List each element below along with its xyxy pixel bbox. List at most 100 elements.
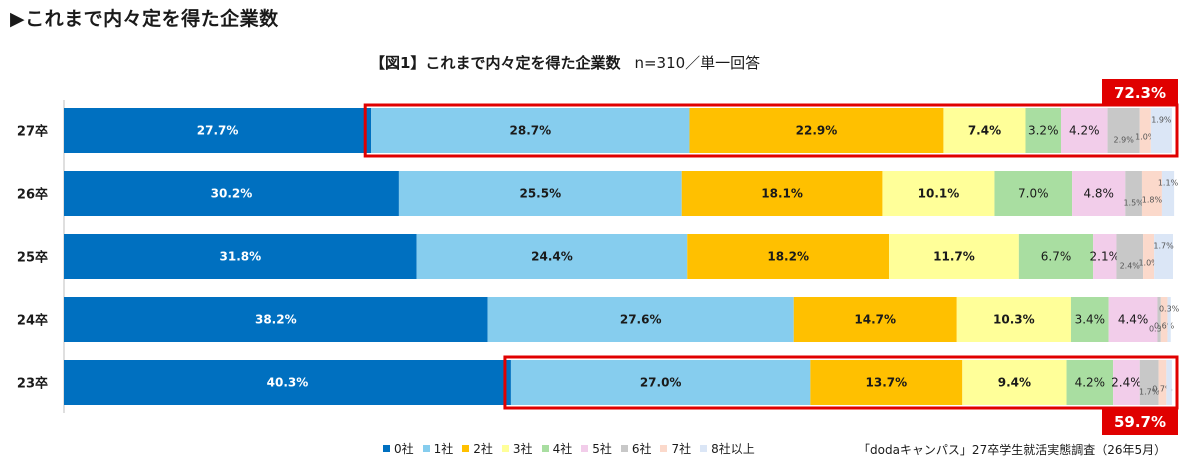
bar-segment xyxy=(1158,360,1167,405)
data-label: 2.4% xyxy=(1120,261,1141,270)
data-label: 1.7% xyxy=(1139,387,1160,396)
legend-label: 6社 xyxy=(631,442,652,456)
bar-segment xyxy=(1070,297,1109,342)
data-label: 1.1% xyxy=(1158,178,1179,187)
bar-segment xyxy=(1093,234,1117,279)
bar-segment xyxy=(1025,108,1061,153)
data-label: 7.0% xyxy=(1018,187,1049,201)
legend-item: 8社以上 xyxy=(700,440,755,457)
legend-item: 0社 xyxy=(383,440,414,457)
highlight-box xyxy=(363,103,1179,158)
bar-segment xyxy=(1125,171,1142,216)
bar-segment xyxy=(1072,171,1126,216)
data-label: 4.2% xyxy=(1075,376,1106,390)
data-label: 30.2% xyxy=(211,187,253,201)
highlight-tag xyxy=(1102,79,1178,106)
bar-segment xyxy=(956,297,1071,342)
legend-item: 1社 xyxy=(422,440,454,457)
data-label: 18.2% xyxy=(767,250,809,264)
bar-segment xyxy=(1060,108,1108,153)
chart-subtitle: n=310／単一回答 xyxy=(634,54,761,72)
legend-swatch xyxy=(501,445,509,452)
data-label: 27.0% xyxy=(640,376,682,390)
bar-segment xyxy=(687,234,890,279)
bar-segment xyxy=(1157,297,1161,342)
highlight-tag xyxy=(1102,408,1178,435)
data-label: 0.3% xyxy=(1149,324,1170,333)
bar-segment xyxy=(793,297,957,342)
legend-item: 4社 xyxy=(541,440,572,457)
bar-segment xyxy=(1161,171,1175,216)
bar-segment xyxy=(810,360,963,405)
data-label: 18.1% xyxy=(761,187,803,201)
category-label: 27卒 xyxy=(17,124,48,140)
bar-segment xyxy=(1167,297,1171,342)
data-label: 2.4% xyxy=(1111,376,1142,390)
bar-segment xyxy=(1166,360,1172,405)
bar-segment xyxy=(1154,234,1173,279)
data-label: 0.7% xyxy=(1152,384,1173,393)
data-label: 3.2% xyxy=(1028,124,1059,138)
data-label: 25.5% xyxy=(519,187,561,201)
bar-segment xyxy=(64,108,372,153)
legend-label: 8社以上 xyxy=(711,442,755,456)
bar-segment xyxy=(943,108,1026,153)
data-label: 0.3% xyxy=(1159,304,1180,313)
data-label: 9.4% xyxy=(998,376,1031,390)
data-label: 0.6% xyxy=(1154,321,1175,330)
bar-segment xyxy=(994,171,1073,216)
data-label: 1.5% xyxy=(1123,198,1144,207)
bar-segment xyxy=(962,360,1067,405)
bar-segment xyxy=(371,108,690,153)
legend-label: 1社 xyxy=(433,442,454,456)
category-label: 23卒 xyxy=(17,376,48,392)
bar-segment xyxy=(1139,108,1151,153)
legend-item: 6社 xyxy=(620,440,652,457)
data-label: 13.7% xyxy=(866,376,908,390)
legend-label: 2社 xyxy=(473,442,493,456)
highlight-total-label: 59.7% xyxy=(1114,413,1166,431)
data-label: 27.7% xyxy=(197,124,239,138)
legend-item: 5社 xyxy=(581,440,612,457)
data-label: 28.7% xyxy=(510,124,552,138)
data-label: 10.3% xyxy=(993,313,1035,327)
data-label: 4.4% xyxy=(1118,313,1149,327)
bar-segment xyxy=(1018,234,1094,279)
legend-label: 0社 xyxy=(394,442,414,456)
legend-label: 5社 xyxy=(592,442,612,456)
bar-segment xyxy=(1143,234,1155,279)
legend-swatch xyxy=(541,445,549,452)
bar-segment xyxy=(1066,360,1114,405)
chart-legend: 0社 1社 2社 3社 4社 5社 6社 7社 8社以上 xyxy=(383,440,764,457)
data-label: 4.8% xyxy=(1083,187,1114,201)
data-label: 11.7% xyxy=(933,250,975,264)
bar-segment xyxy=(398,171,682,216)
legend-swatch xyxy=(383,445,390,452)
category-label: 24卒 xyxy=(17,313,48,329)
category-label: 26卒 xyxy=(17,187,48,203)
legend-swatch xyxy=(620,445,628,452)
bar-segment xyxy=(1150,108,1172,153)
data-label: 1.0% xyxy=(1135,132,1156,141)
bar-segment xyxy=(1113,360,1140,405)
data-label: 3.4% xyxy=(1075,313,1106,327)
legend-item: 2社 xyxy=(462,440,493,457)
bar-segment xyxy=(689,108,944,153)
bar-segment xyxy=(510,360,811,405)
chart-title-block: 【図1】これまで内々定を得た企業数 n=310／単一回答 xyxy=(370,52,760,73)
legend-item: 3社 xyxy=(501,440,533,457)
data-label: 2.1% xyxy=(1090,250,1121,264)
data-label: 10.1% xyxy=(918,187,960,201)
bar-segment xyxy=(1116,234,1144,279)
bar-segment xyxy=(416,234,688,279)
bar-segment xyxy=(1141,171,1162,216)
data-label: 1.8% xyxy=(1142,195,1163,204)
data-label: 6.7% xyxy=(1041,250,1072,264)
highlight-total-label: 72.3% xyxy=(1114,84,1166,102)
bar-segment xyxy=(64,171,399,216)
legend-swatch xyxy=(700,445,708,452)
data-label: 1.7% xyxy=(1153,241,1174,250)
legend-swatch xyxy=(581,445,589,452)
legend-label: 7社 xyxy=(671,442,692,456)
data-label: 2.9% xyxy=(1113,135,1134,144)
